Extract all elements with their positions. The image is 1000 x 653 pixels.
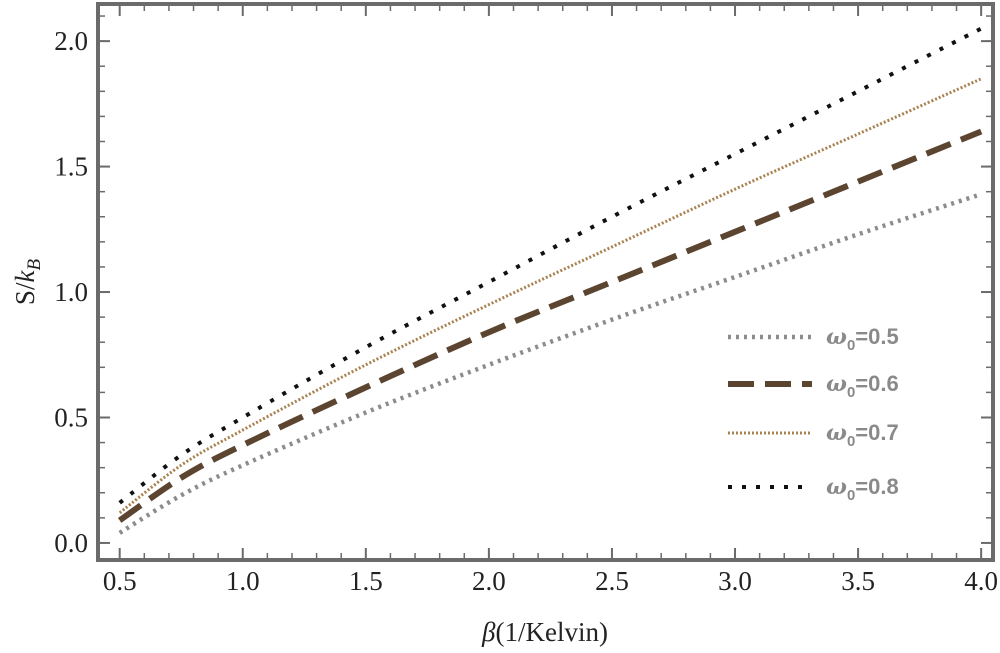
x-tick-label: 1.5 xyxy=(349,566,383,596)
x-tick-label: 3.0 xyxy=(718,566,752,596)
series-line-4 xyxy=(118,26,983,505)
y-tick-label: 2.0 xyxy=(54,26,88,56)
legend-label-4: ω0=0.8 xyxy=(826,474,899,504)
legend-label-1: ω0=0.5 xyxy=(826,324,899,354)
series-lines xyxy=(117,26,983,535)
x-tick-label: 2.5 xyxy=(595,566,629,596)
axis-ticks xyxy=(100,6,991,558)
axis-tick-labels: 0.5 1.0 1.5 2.0 2.5 3.0 3.5 4.0 0.0 0.5 1.0 1.5 2.0 xyxy=(54,26,998,596)
x-tick-label: 1.0 xyxy=(226,566,260,596)
x-tick-label: 4.0 xyxy=(964,566,998,596)
series-line-2 xyxy=(117,128,983,523)
series-line-1 xyxy=(118,192,982,535)
x-tick-label: 2.0 xyxy=(472,566,506,596)
legend-label-2: ω0=0.6 xyxy=(826,371,899,401)
y-tick-label: 0.0 xyxy=(54,528,88,558)
x-axis-title: β(1/Kelvin) xyxy=(481,617,608,647)
series-line-3 xyxy=(118,77,982,514)
x-axis-title-rest: (1/Kelvin) xyxy=(495,617,607,647)
y-tick-label: 0.5 xyxy=(54,402,88,432)
x-tick-label: 0.5 xyxy=(103,566,137,596)
plot-frame xyxy=(96,2,995,562)
y-axis-title: S/kB xyxy=(10,259,45,306)
legend-label-3: ω0=0.7 xyxy=(826,420,899,450)
y-tick-label: 1.0 xyxy=(54,277,88,307)
legend: ω0=0.5 ω0=0.6 ω0=0.7 ω0=0.8 xyxy=(728,324,899,504)
x-tick-label: 3.5 xyxy=(841,566,875,596)
y-tick-label: 1.5 xyxy=(54,152,88,182)
